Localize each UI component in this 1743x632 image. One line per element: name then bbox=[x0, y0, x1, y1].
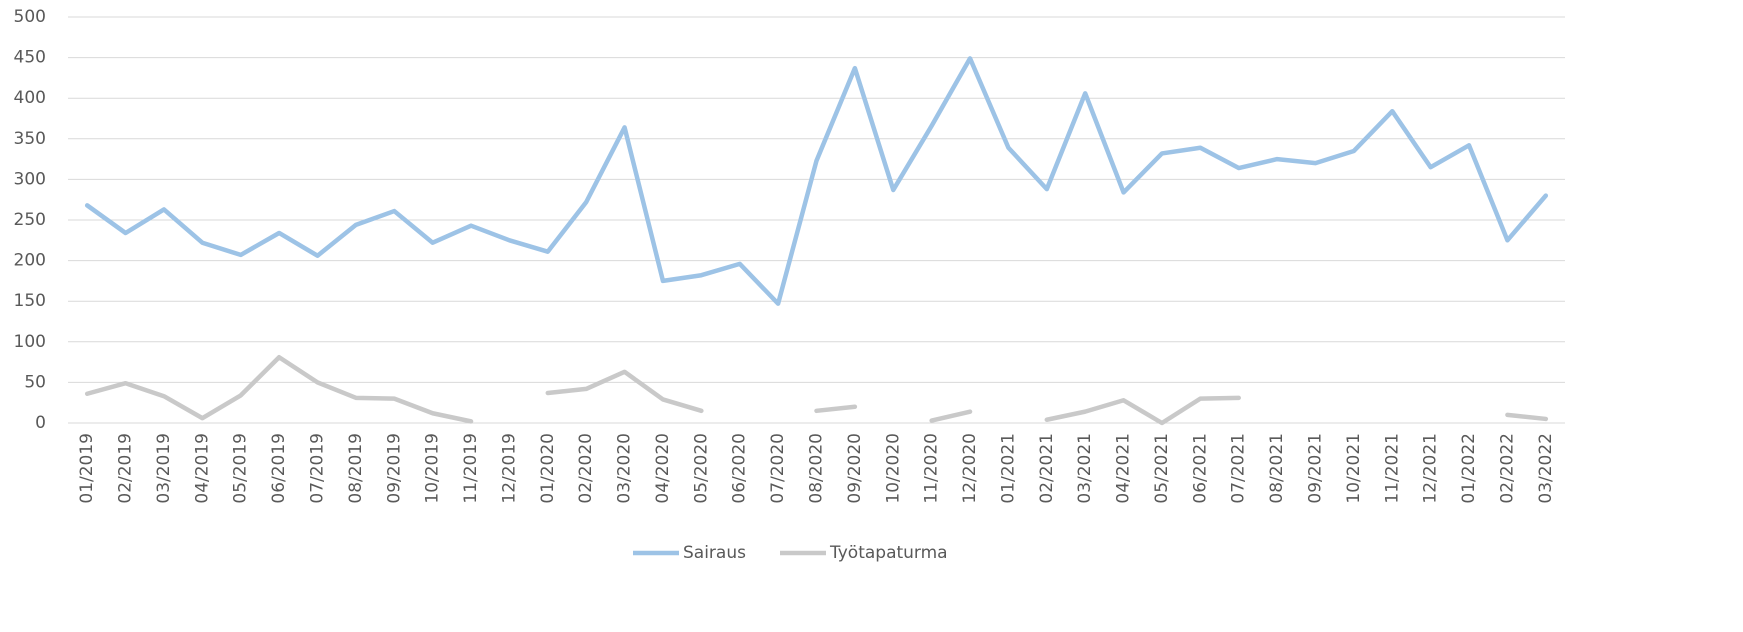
x-tick-label: 03/2022 bbox=[1536, 433, 1556, 504]
x-tick-label: 01/2021 bbox=[998, 433, 1018, 504]
x-tick-label: 02/2020 bbox=[576, 433, 596, 504]
y-tick-label: 250 bbox=[14, 210, 46, 230]
x-tick-label: 01/2019 bbox=[77, 433, 97, 504]
x-tick-label: 12/2020 bbox=[960, 433, 980, 504]
x-tick-label: 04/2019 bbox=[192, 433, 212, 504]
y-tick-label: 350 bbox=[14, 129, 46, 149]
x-tick-label: 02/2019 bbox=[116, 433, 136, 504]
legend-item: Sairaus bbox=[633, 543, 746, 563]
x-tick-label: 01/2020 bbox=[538, 433, 558, 504]
y-tick-label: 300 bbox=[14, 169, 46, 189]
x-tick-label: 11/2019 bbox=[461, 433, 481, 504]
legend-label: Sairaus bbox=[683, 543, 746, 563]
x-tick-label: 09/2021 bbox=[1306, 433, 1326, 504]
x-tick-label: 04/2020 bbox=[653, 433, 673, 504]
y-tick-label: 500 bbox=[14, 7, 46, 27]
x-tick-label: 07/2019 bbox=[308, 433, 328, 504]
x-tick-label: 03/2021 bbox=[1075, 433, 1095, 504]
x-tick-label: 05/2019 bbox=[231, 433, 251, 504]
y-tick-label: 50 bbox=[24, 372, 46, 392]
x-tick-label: 08/2021 bbox=[1267, 433, 1287, 504]
x-tick-label: 05/2021 bbox=[1152, 433, 1172, 504]
x-tick-label: 07/2020 bbox=[768, 433, 788, 504]
legend-label: Työtapaturma bbox=[829, 543, 948, 563]
x-tick-label: 06/2020 bbox=[730, 433, 750, 504]
x-tick-label: 01/2022 bbox=[1459, 433, 1479, 504]
x-tick-label: 08/2020 bbox=[807, 433, 827, 504]
y-tick-label: 200 bbox=[14, 251, 46, 271]
x-tick-label: 08/2019 bbox=[346, 433, 366, 504]
x-tick-label: 11/2021 bbox=[1382, 433, 1402, 504]
y-tick-label: 150 bbox=[14, 291, 46, 311]
x-tick-label: 10/2020 bbox=[883, 433, 903, 504]
x-tick-label: 10/2021 bbox=[1344, 433, 1364, 504]
x-tick-label: 09/2019 bbox=[384, 433, 404, 504]
legend-item: Työtapaturma bbox=[780, 543, 948, 563]
y-tick-label: 400 bbox=[14, 88, 46, 108]
x-tick-label: 02/2022 bbox=[1497, 433, 1517, 504]
series-line bbox=[84, 354, 1549, 426]
x-tick-label: 10/2019 bbox=[423, 433, 443, 504]
x-tick-label: 07/2021 bbox=[1229, 433, 1249, 504]
x-tick-label: 02/2021 bbox=[1037, 433, 1057, 504]
x-tick-label: 06/2021 bbox=[1190, 433, 1210, 504]
x-tick-label: 06/2019 bbox=[269, 433, 289, 504]
x-tick-label: 03/2019 bbox=[154, 433, 174, 504]
x-tick-label: 11/2020 bbox=[922, 433, 942, 504]
y-tick-label: 0 bbox=[35, 413, 46, 433]
x-tick-label: 04/2021 bbox=[1114, 433, 1134, 504]
x-tick-label: 12/2019 bbox=[499, 433, 519, 504]
series-line bbox=[84, 56, 1549, 306]
x-tick-label: 03/2020 bbox=[615, 433, 635, 504]
y-tick-label: 450 bbox=[14, 48, 46, 68]
x-tick-label: 09/2020 bbox=[845, 433, 865, 504]
x-tick-label: 05/2020 bbox=[691, 433, 711, 504]
x-tick-label: 12/2021 bbox=[1421, 433, 1441, 504]
y-tick-label: 100 bbox=[14, 332, 46, 352]
